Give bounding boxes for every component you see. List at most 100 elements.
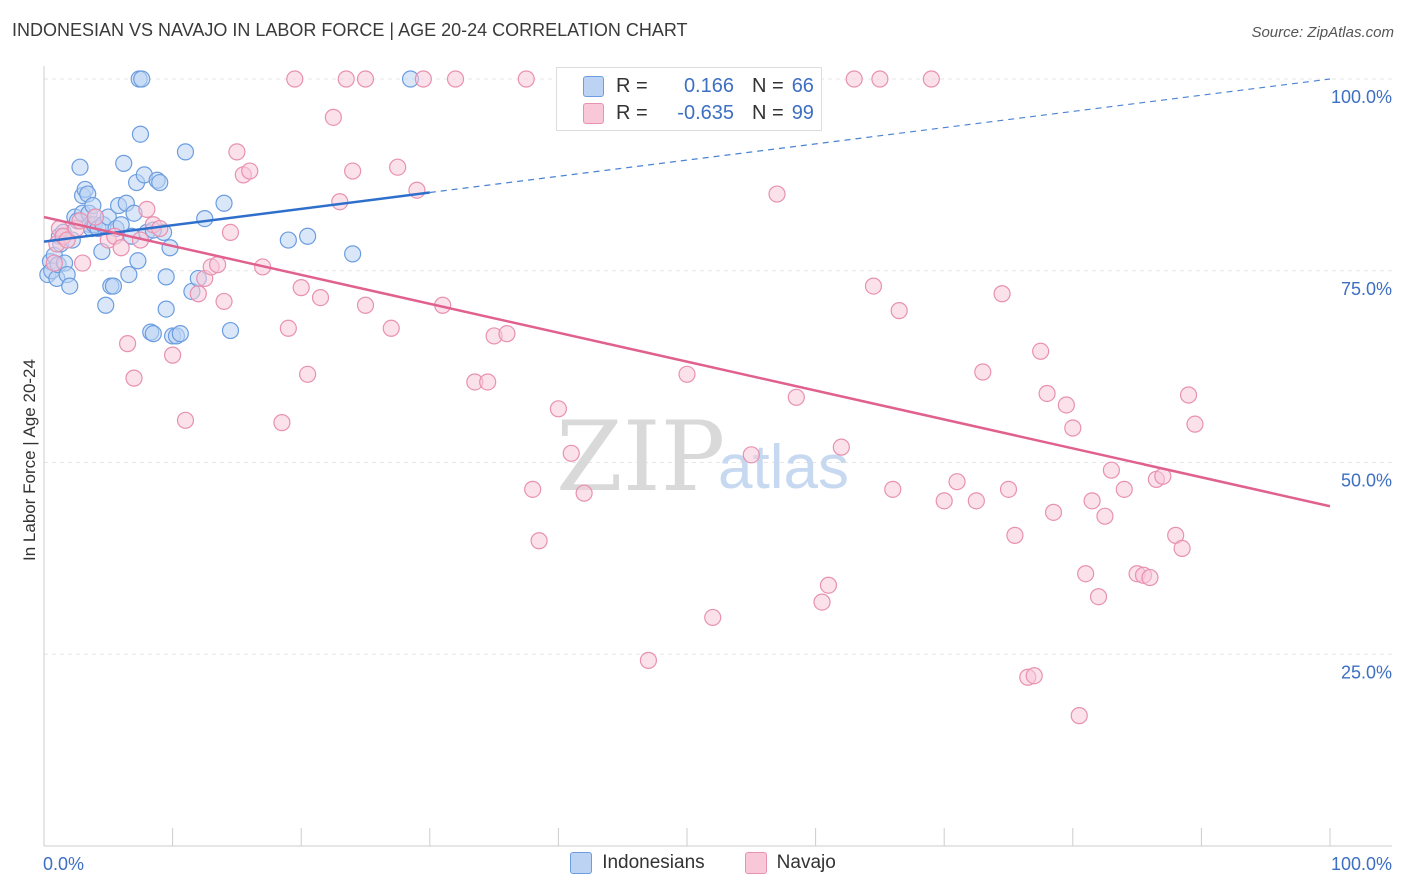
trend-line-indonesians: [43, 191, 430, 243]
data-point-navajo: [1025, 667, 1043, 685]
data-point-navajo: [215, 292, 233, 311]
data-point-navajo: [1057, 396, 1075, 414]
data-point-navajo: [813, 593, 831, 611]
data-point-navajo: [948, 473, 966, 491]
data-point-navajo: [1179, 386, 1198, 404]
data-point-navajo: [1102, 461, 1120, 479]
data-point-navajo: [974, 363, 992, 381]
data-point-navajo: [1077, 565, 1095, 583]
data-point-navajo: [446, 70, 465, 88]
data-point-navajo: [1070, 707, 1088, 725]
data-point-navajo: [382, 319, 400, 337]
legend-n-value: 99: [791, 101, 814, 124]
y-tick-label: 100.0%: [1331, 87, 1392, 107]
series-navajo-points: [45, 70, 1204, 725]
data-point-navajo: [999, 480, 1018, 498]
data-point-navajo: [1096, 507, 1114, 525]
chart-title: INDONESIAN VS NAVAJO IN LABOR FORCE | AG…: [12, 20, 688, 40]
data-point-navajo: [344, 162, 362, 180]
data-point-indonesians: [157, 268, 175, 286]
data-point-navajo: [176, 411, 195, 429]
data-point-indonesians: [104, 277, 123, 295]
data-point-navajo: [967, 492, 985, 510]
legend-swatch-navajo: [744, 852, 767, 874]
legend-item-navajo[interactable]: Navajo: [744, 852, 836, 874]
y-tick-label: 75.0%: [1341, 279, 1392, 299]
data-point-navajo: [498, 325, 516, 343]
legend-r-label: R =: [616, 101, 648, 124]
data-point-indonesians: [299, 227, 317, 245]
axes: [43, 66, 1392, 847]
data-point-navajo: [292, 279, 310, 297]
legend-label-navajo: Navajo: [776, 852, 836, 873]
data-point-indonesians: [221, 321, 240, 340]
data-point-navajo: [871, 70, 889, 88]
data-point-indonesians: [196, 209, 214, 228]
data-point-navajo: [1064, 419, 1082, 437]
data-point-indonesians: [129, 252, 147, 270]
data-point-indonesians: [71, 158, 89, 176]
data-point-navajo: [118, 335, 137, 353]
x-tick-label-left: 0.0%: [43, 854, 84, 874]
data-point-navajo: [273, 414, 291, 432]
y-tick-label: 50.0%: [1341, 471, 1392, 491]
watermark-atlas: atlas: [718, 433, 849, 502]
data-point-navajo: [1173, 539, 1191, 558]
data-point-navajo: [935, 492, 953, 510]
data-point-navajo: [864, 277, 883, 295]
legend-n-label: N =: [752, 74, 784, 97]
data-point-navajo: [1083, 492, 1101, 510]
data-point-indonesians: [157, 300, 175, 318]
data-point-navajo: [1032, 342, 1050, 360]
data-point-navajo: [286, 70, 304, 88]
data-point-navajo: [884, 480, 902, 498]
data-point-navajo: [1115, 480, 1133, 498]
data-point-navajo: [1006, 526, 1024, 544]
legend-r-value: -0.635: [677, 101, 734, 124]
data-point-navajo: [530, 532, 548, 550]
data-point-indonesians: [215, 194, 233, 212]
trend-line-navajo: [43, 215, 1331, 508]
tick-labels: 100.0% 75.0% 50.0% 25.0% 0.0% 100.0%: [43, 87, 1392, 874]
data-point-navajo: [125, 369, 143, 387]
data-point-navajo: [890, 302, 908, 320]
data-point-navajo: [241, 162, 259, 180]
legend-item-indonesians[interactable]: Indonesians: [570, 852, 705, 874]
data-point-navajo: [639, 651, 658, 669]
data-point-indonesians: [115, 154, 133, 172]
data-point-navajo: [819, 576, 838, 594]
data-point-navajo: [324, 108, 342, 126]
trend-lines: [43, 78, 1331, 508]
data-point-navajo: [337, 70, 355, 88]
data-point-navajo: [832, 438, 850, 456]
data-point-navajo: [768, 185, 786, 203]
data-point-indonesians: [97, 296, 115, 314]
data-point-navajo: [356, 70, 375, 88]
legend-n-value: 66: [791, 74, 814, 97]
legend-label-indonesians: Indonesians: [602, 852, 705, 873]
data-point-navajo: [1089, 588, 1108, 606]
data-point-navajo: [299, 365, 317, 383]
legend-row-navajo: R = -0.635 N = 99: [583, 101, 814, 125]
data-point-navajo: [138, 200, 156, 218]
data-point-indonesians: [151, 173, 169, 192]
data-point-navajo: [221, 223, 240, 241]
data-point-navajo: [73, 254, 92, 272]
data-point-indonesians: [144, 325, 162, 343]
data-point-navajo: [517, 70, 535, 88]
data-point-indonesians: [344, 245, 362, 263]
legend-n-label: N =: [752, 101, 784, 124]
data-point-indonesians: [133, 70, 151, 88]
data-point-navajo: [479, 373, 497, 391]
legend-row-indonesians: R = 0.166 N = 66: [583, 74, 814, 98]
source-label: Source: ZipAtlas.com: [1251, 24, 1394, 41]
legend-swatch-indonesians: [583, 75, 604, 97]
data-point-navajo: [279, 319, 297, 337]
data-point-navajo: [331, 193, 349, 211]
data-point-indonesians: [171, 325, 189, 343]
data-point-navajo: [742, 446, 760, 464]
data-point-navajo: [45, 254, 63, 272]
data-point-navajo: [524, 480, 542, 498]
data-point-indonesians: [61, 277, 79, 295]
